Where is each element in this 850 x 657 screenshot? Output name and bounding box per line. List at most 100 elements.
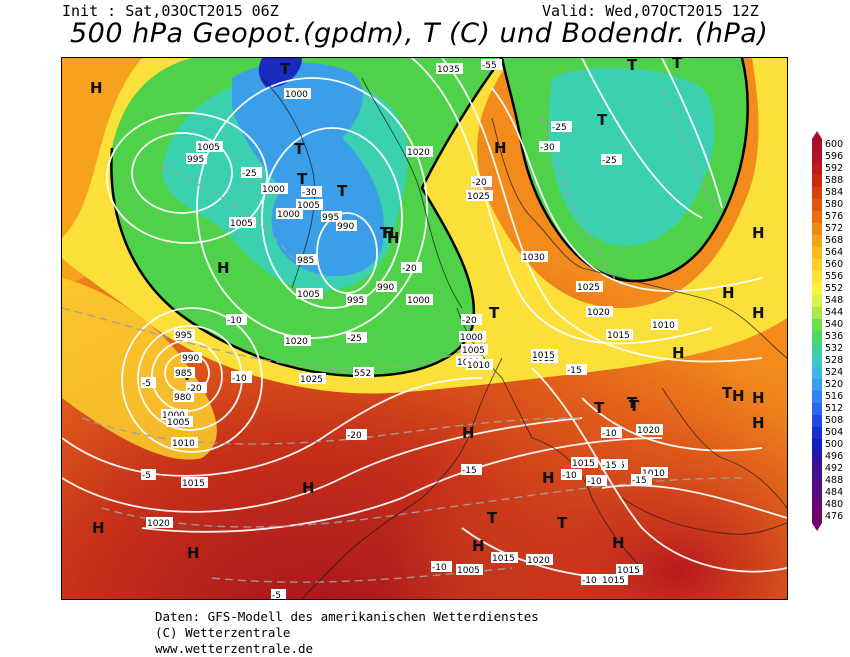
isobar-label: 1005: [296, 288, 323, 300]
svg-text:552: 552: [354, 369, 371, 379]
high-pressure-marker: H: [90, 79, 103, 97]
high-pressure-marker: H: [732, 387, 745, 405]
svg-text:-20: -20: [472, 178, 487, 188]
scale-swatch: [812, 439, 822, 451]
low-pressure-marker: T: [597, 111, 608, 129]
low-pressure-marker: T: [489, 304, 500, 322]
temperature-label: -5: [141, 469, 156, 481]
isobar-label: 1005: [196, 141, 223, 153]
isobar-label: 1020: [146, 517, 173, 529]
low-pressure-marker: T: [297, 170, 308, 188]
scale-swatch: [812, 283, 822, 295]
footer-copyright: (C) Wetterzentrale: [155, 625, 291, 640]
svg-text:-10: -10: [227, 316, 242, 326]
svg-text:-15: -15: [602, 461, 617, 471]
isobar-label: 1020: [284, 335, 311, 347]
svg-text:1015: 1015: [617, 566, 640, 576]
high-pressure-marker: H: [752, 389, 765, 407]
scale-swatch: [812, 391, 822, 403]
high-pressure-marker: H: [187, 544, 200, 562]
temperature-label: -10: [586, 475, 607, 487]
isobar-label: 1000: [459, 331, 486, 343]
scale-label: 564: [825, 247, 843, 258]
scale-label: 488: [825, 475, 843, 486]
svg-text:-20: -20: [187, 384, 202, 394]
scale-label: 580: [825, 199, 843, 210]
color-scale-legend: 600 596 592 588 584 580 576 572 568 564 560 556 552 5…: [812, 131, 848, 535]
isobar-label: 1005: [461, 344, 488, 356]
svg-text:990: 990: [377, 283, 394, 293]
scale-label: 596: [825, 151, 843, 162]
isobar-label: 1015: [601, 574, 628, 586]
deep-blue-core: [258, 58, 302, 88]
init-time: Init : Sat,03OCT2015 06Z: [62, 2, 279, 20]
svg-text:1000: 1000: [277, 210, 300, 220]
svg-text:-10: -10: [602, 429, 617, 439]
svg-text:1005: 1005: [230, 219, 253, 229]
scale-swatch: [812, 319, 822, 331]
isobar-label: 1005: [456, 564, 483, 576]
scale-swatch: [812, 487, 822, 499]
isobar-label: 1000: [261, 183, 288, 195]
scale-swatch: [812, 139, 822, 151]
chart-title: 500 hPa Geopot.(gpdm), T (C) und Bodendr…: [70, 18, 769, 49]
svg-text:1015: 1015: [492, 554, 515, 564]
scale-label: 500: [825, 439, 843, 450]
scale-label: 552: [825, 283, 843, 294]
contour-552-label: 552: [353, 367, 374, 379]
high-pressure-marker: H: [752, 414, 765, 432]
scale-label: 504: [825, 427, 843, 438]
isobar-label: 1025: [466, 190, 493, 202]
contour-552-east: [500, 57, 749, 283]
scale-swatch: [812, 295, 822, 307]
isobar-label: 1015: [606, 329, 633, 341]
high-pressure-marker: H: [92, 519, 105, 537]
temperature-label: -15: [566, 364, 587, 376]
svg-text:1015: 1015: [572, 459, 595, 469]
svg-text:-25: -25: [242, 169, 257, 179]
svg-text:995: 995: [347, 296, 364, 306]
svg-text:1020: 1020: [147, 519, 170, 529]
low-pressure-marker: T: [380, 224, 391, 242]
temperature-label: -30: [539, 141, 560, 153]
low-pressure-marker: T: [627, 58, 638, 74]
high-pressure-marker: H: [462, 424, 475, 442]
svg-text:1015: 1015: [532, 351, 555, 361]
svg-text:-5: -5: [272, 591, 281, 599]
scale-label: 600: [825, 139, 843, 150]
high-pressure-marker: H: [472, 537, 485, 555]
scale-swatch: [812, 355, 822, 367]
isobar-label: 1000: [284, 88, 311, 100]
isobar-label: 1000: [406, 294, 433, 306]
svg-text:-15: -15: [632, 476, 647, 486]
svg-text:-25: -25: [347, 334, 362, 344]
scale-label: 540: [825, 319, 843, 330]
svg-text:1020: 1020: [527, 556, 550, 566]
scale-label: 532: [825, 343, 843, 354]
isobar-label: 995: [174, 329, 195, 341]
isobar-label: 1000: [276, 208, 303, 220]
scale-label: 512: [825, 403, 843, 414]
svg-text:-10: -10: [232, 374, 247, 384]
map-canvas: HHHHHHHHHHHHHHHHHHHTTTTTTTTTTTTTTTT10001…: [61, 54, 788, 601]
temperature-label: -25: [551, 121, 572, 133]
low-pressure-marker: T: [337, 182, 348, 200]
isobar-label: 1015: [531, 349, 558, 361]
valid-time: Valid: Wed,07OCT2015 12Z: [542, 2, 759, 20]
high-pressure-marker: H: [302, 479, 315, 497]
svg-text:995: 995: [187, 155, 204, 165]
svg-text:1005: 1005: [462, 346, 485, 356]
scale-label: 520: [825, 379, 843, 390]
svg-text:-25: -25: [602, 156, 617, 166]
weather-map: HHHHHHHHHHHHHHHHHHHTTTTTTTTTTTTTTTT10001…: [61, 54, 788, 601]
high-pressure-marker: H: [542, 469, 555, 487]
svg-text:1020: 1020: [587, 308, 610, 318]
high-pressure-marker: H: [722, 284, 735, 302]
high-pressure-marker: H: [217, 259, 230, 277]
scale-label: 528: [825, 355, 843, 366]
scale-swatch: [812, 343, 822, 355]
svg-text:1015: 1015: [602, 576, 625, 586]
temperature-label: -5: [271, 589, 286, 601]
isobar-label: 1020: [526, 554, 553, 566]
svg-text:1010: 1010: [652, 321, 675, 331]
